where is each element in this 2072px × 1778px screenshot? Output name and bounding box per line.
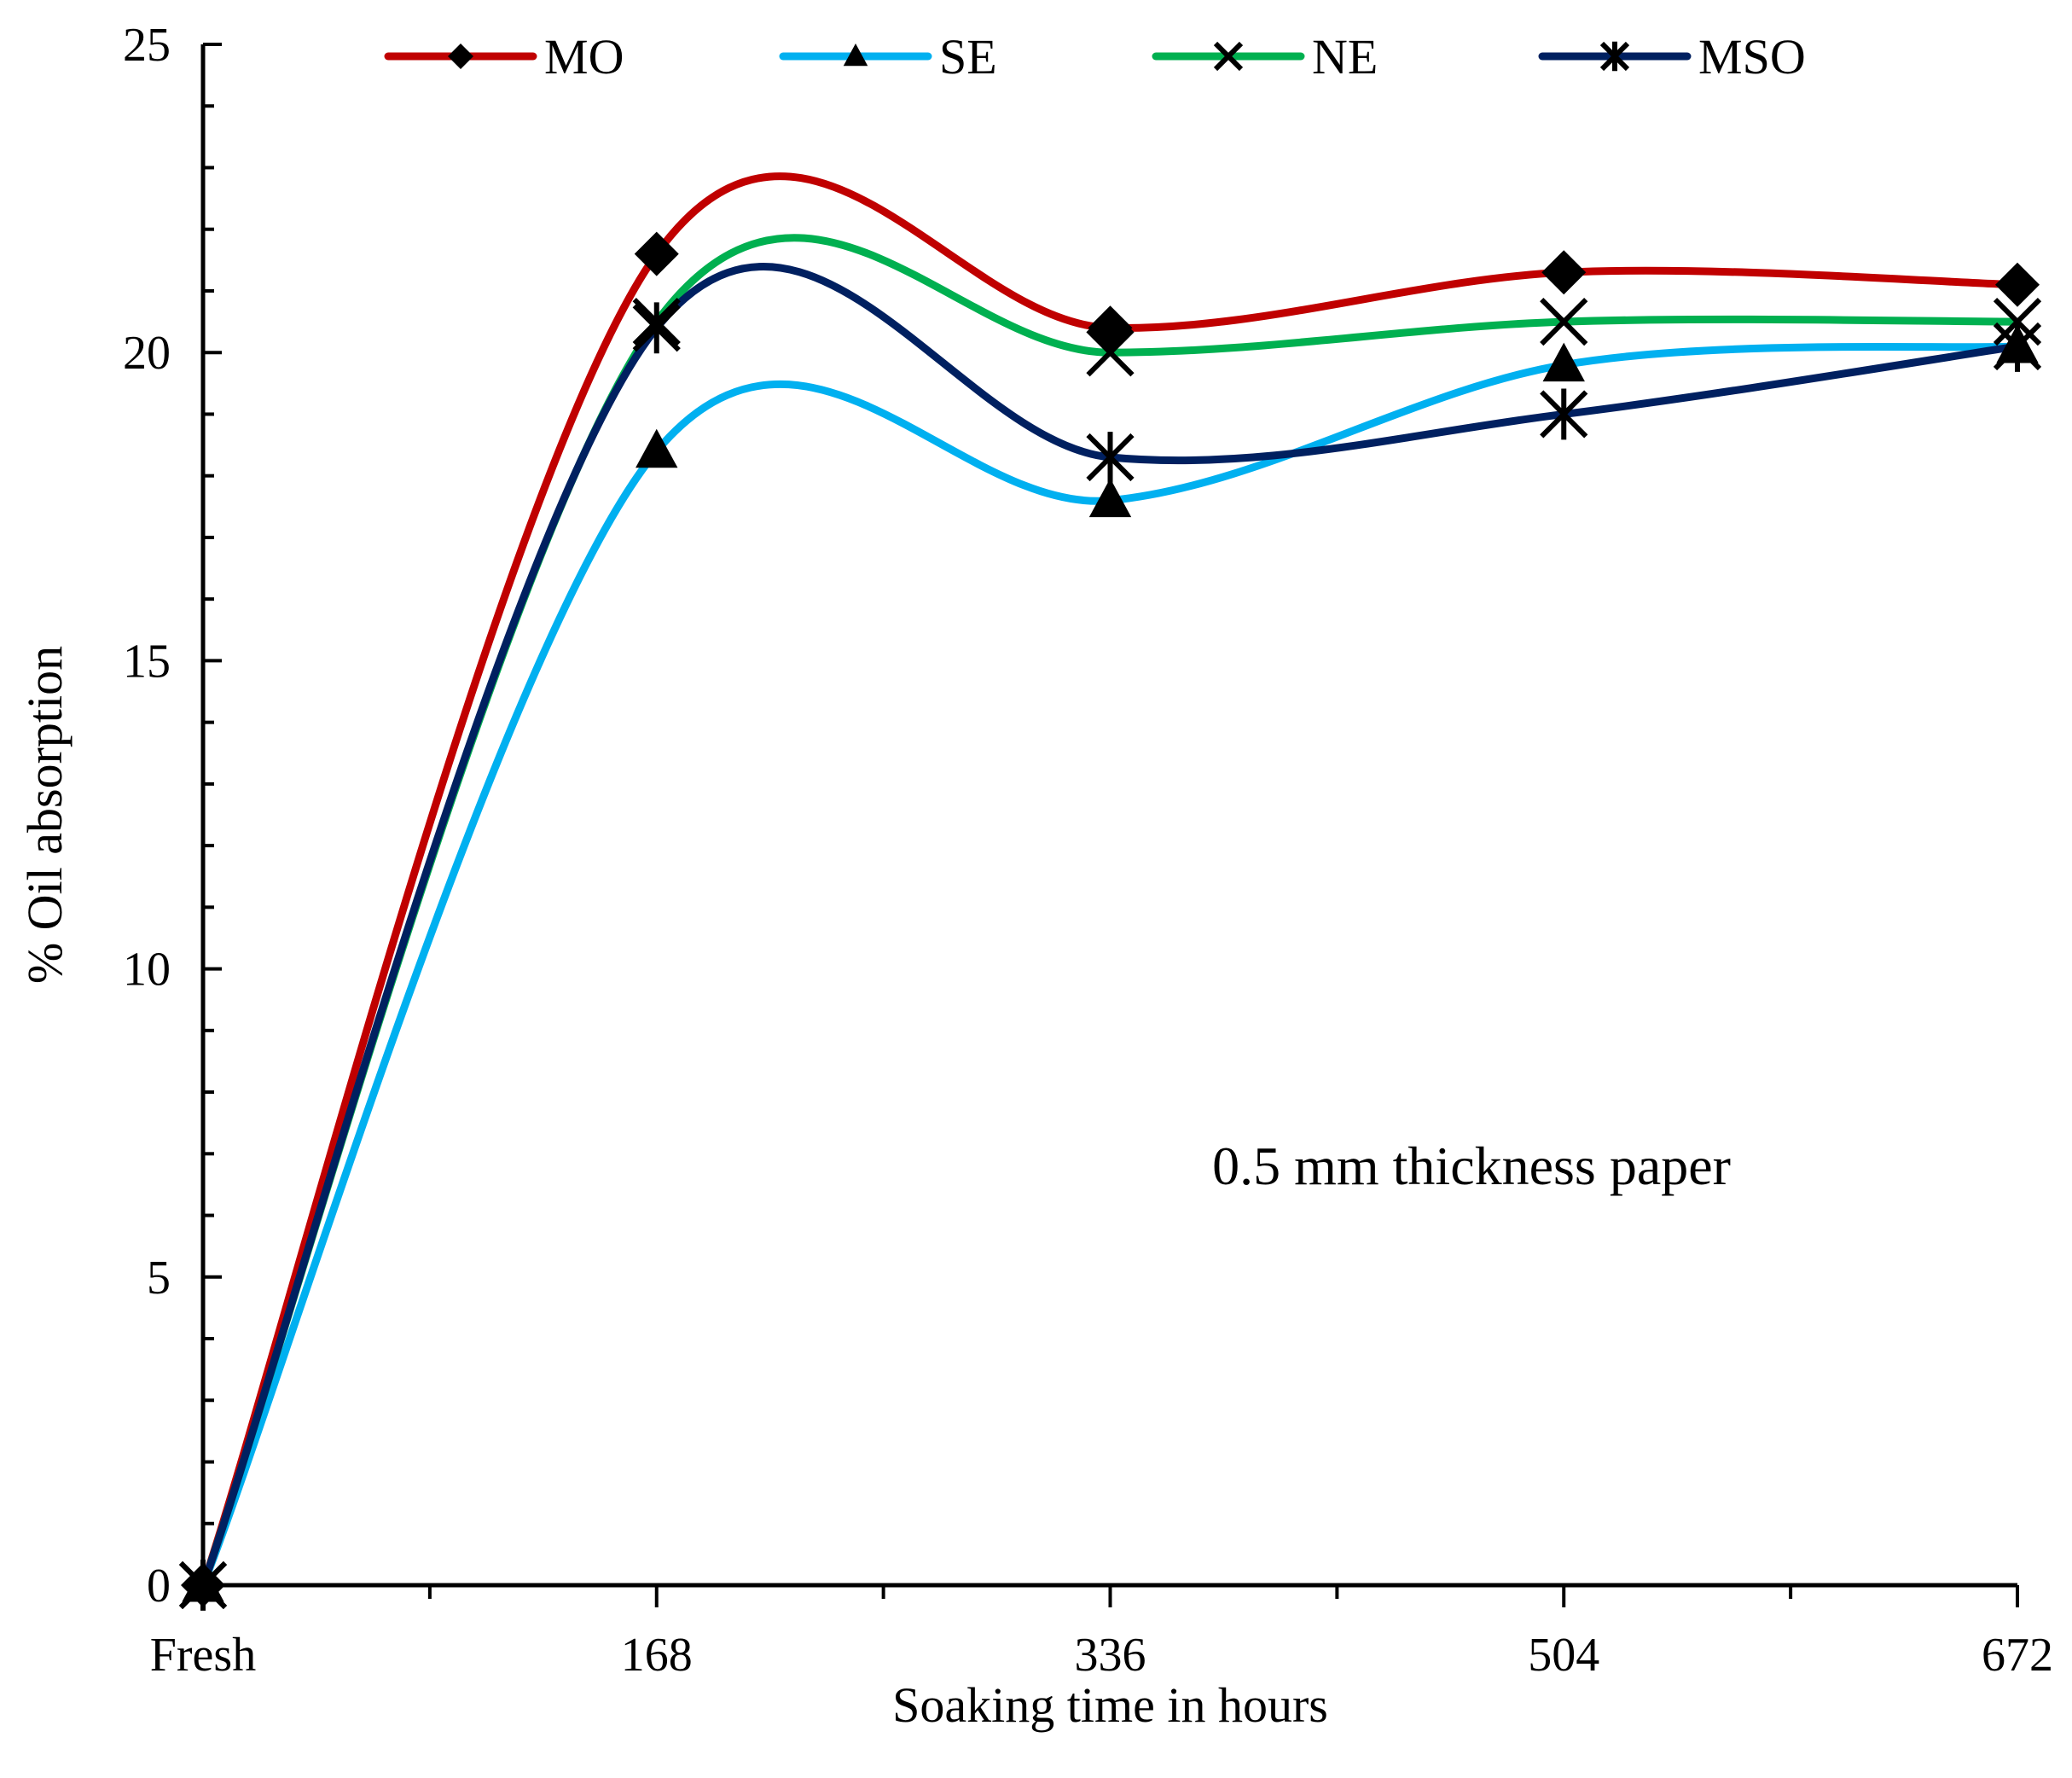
x-tick-label: 168 <box>621 1629 693 1682</box>
x-tick-label: 672 <box>1982 1629 2053 1682</box>
legend: MO SE NE MSO <box>384 29 1806 84</box>
x-tick-label: 504 <box>1528 1629 1599 1682</box>
y-axis-title: % Oil absorption <box>17 646 73 984</box>
plot-area <box>178 172 2042 1611</box>
data-point-se <box>1542 342 1585 382</box>
legend-item-mso: MSO <box>1538 29 1806 84</box>
data-point-se <box>636 428 678 468</box>
legend-label-mo: MO <box>544 29 624 84</box>
data-point-mo <box>1995 262 2040 307</box>
data-point-mso <box>1993 321 2042 372</box>
x-tick-label: Fresh <box>150 1629 256 1682</box>
legend-marker-mo <box>448 44 473 69</box>
series-markers <box>178 231 2042 1611</box>
y-tick-label: 5 <box>147 1252 171 1304</box>
data-point-se <box>1088 478 1132 518</box>
legend-label-se: SE <box>939 29 997 84</box>
axes: 0 5 10 15 20 25 Fresh 168 336 504 672 <box>123 19 2053 1682</box>
series-line-mo <box>199 172 2022 1589</box>
x-tick-label: 336 <box>1075 1629 1146 1682</box>
legend-marker-ne <box>1213 41 1244 72</box>
data-point-mso <box>1086 432 1135 483</box>
legend-label-mso: MSO <box>1698 29 1806 84</box>
y-tick-label: 20 <box>123 327 171 380</box>
legend-label-ne: NE <box>1312 29 1378 84</box>
y-tick-label: 25 <box>123 19 171 72</box>
data-point-mso <box>632 302 681 354</box>
legend-marker-mso <box>1599 41 1630 72</box>
x-axis-title: Soaking time in hours <box>892 1677 1328 1733</box>
legend-marker-se <box>843 44 868 67</box>
legend-item-ne: NE <box>1152 29 1378 84</box>
series-lines <box>199 172 2022 1589</box>
legend-item-mo: MO <box>384 29 624 84</box>
x-ticks: Fresh 168 336 504 672 <box>150 1585 2053 1682</box>
y-tick-label: 0 <box>147 1560 171 1612</box>
y-tick-label: 15 <box>123 635 171 688</box>
data-point-mo <box>1088 305 1133 351</box>
legend-item-se: SE <box>779 29 997 84</box>
data-point-ne <box>1086 328 1135 377</box>
data-point-mo <box>634 231 679 276</box>
data-point-mso <box>1540 388 1588 440</box>
chart-annotation: 0.5 mm thickness paper <box>1212 1136 1731 1196</box>
y-tick-label: 10 <box>123 944 171 996</box>
series-line-se <box>199 342 2022 1589</box>
series-line-mso <box>199 262 2022 1589</box>
data-point-ne <box>1540 297 1588 346</box>
data-point-mo <box>1541 250 1587 295</box>
y-ticks: 0 5 10 15 20 25 <box>123 19 222 1612</box>
